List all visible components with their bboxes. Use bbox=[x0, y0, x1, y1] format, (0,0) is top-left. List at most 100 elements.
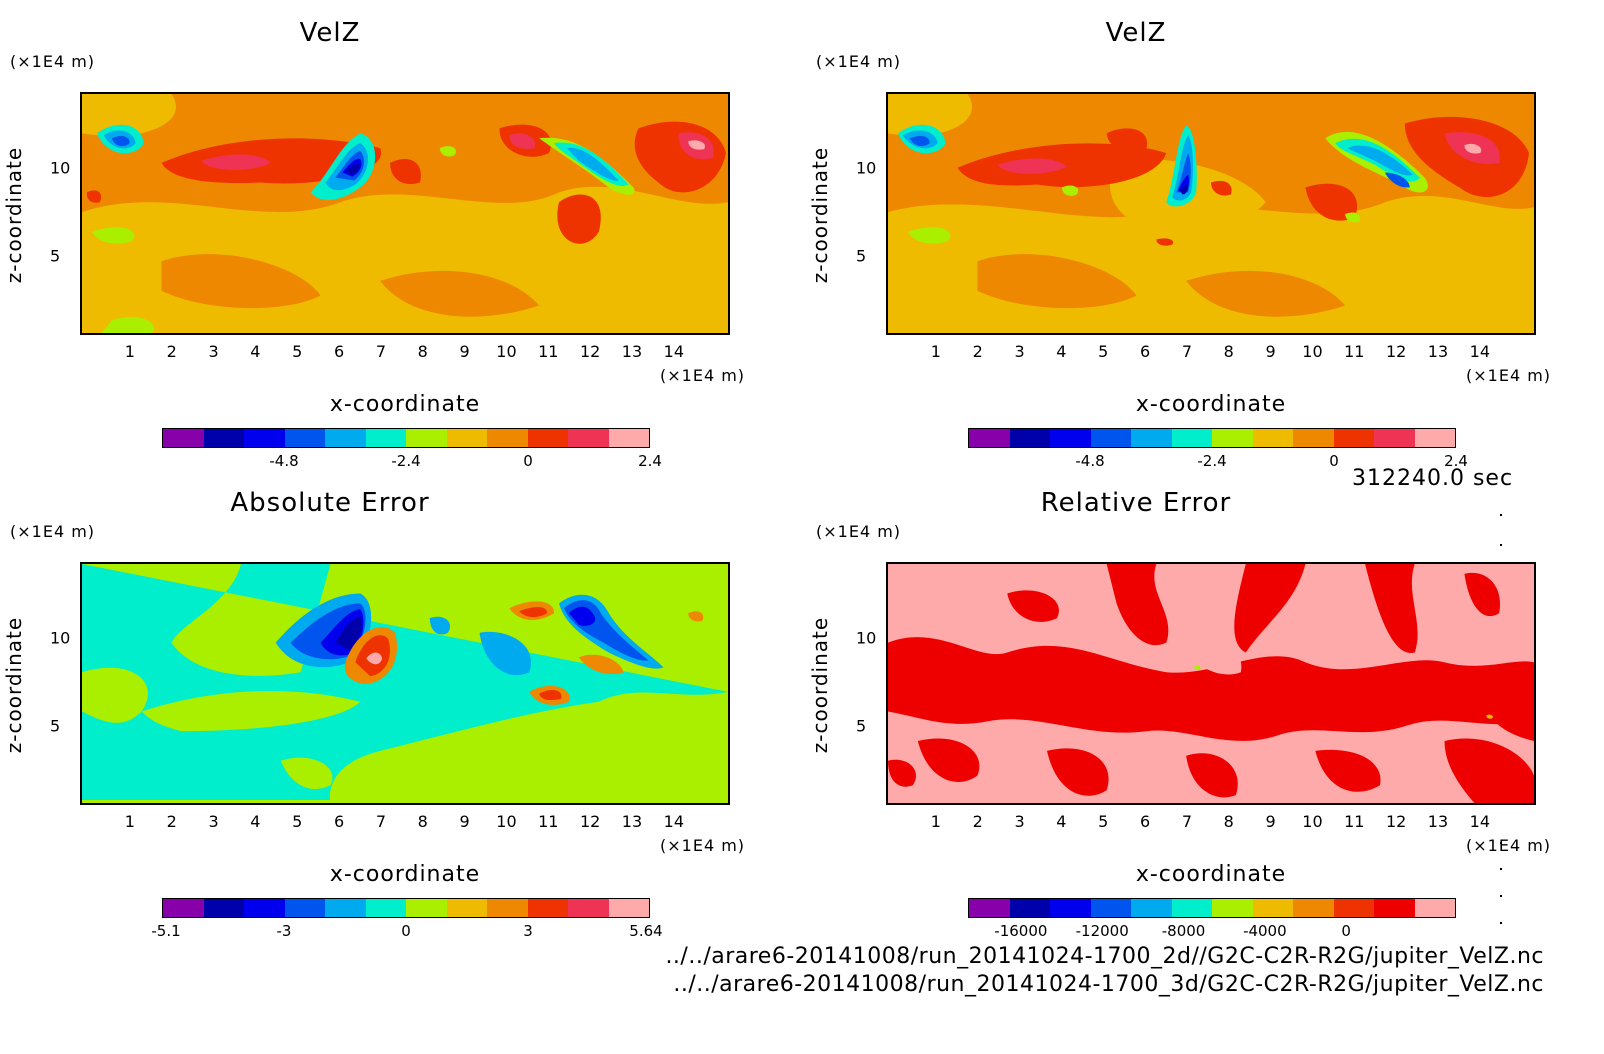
colorbar-bin bbox=[1050, 899, 1091, 917]
contour-region bbox=[688, 140, 706, 150]
contour-region bbox=[509, 133, 536, 149]
x-axis-unit: (×1E4 m) bbox=[1466, 366, 1552, 385]
contour-region bbox=[1486, 714, 1493, 719]
contour-region bbox=[1365, 564, 1418, 653]
colorbar-bin bbox=[487, 429, 528, 447]
y-tick-label: 5 bbox=[50, 716, 61, 736]
contour-region bbox=[335, 617, 362, 651]
contour-region bbox=[1234, 564, 1306, 653]
colorbar-bin bbox=[1050, 429, 1091, 447]
contour-region bbox=[519, 607, 548, 618]
contour-region bbox=[1106, 128, 1148, 152]
colorbar-tick-label: 2.4 bbox=[1444, 452, 1468, 470]
contour-region bbox=[479, 631, 531, 676]
file-path-2d: ../../arare6-20141008/run_20141024-1700_… bbox=[665, 944, 1544, 969]
colorbar-bin bbox=[284, 899, 325, 917]
contour-region bbox=[1194, 665, 1201, 670]
contour-region bbox=[1444, 738, 1534, 803]
contour-region bbox=[1186, 639, 1242, 675]
contour-region bbox=[888, 759, 917, 787]
colorbar-tick-label: -12000 bbox=[1075, 922, 1129, 940]
x-tick-label: 11 bbox=[1344, 812, 1365, 831]
contour-region bbox=[390, 158, 421, 185]
x-tick-label: 13 bbox=[621, 342, 643, 361]
plot-area bbox=[886, 562, 1536, 805]
contour-region bbox=[1464, 143, 1482, 154]
contour-region bbox=[86, 190, 102, 203]
x-tick-label: 11 bbox=[538, 812, 559, 831]
x-tick-label: 4 bbox=[250, 812, 261, 831]
colorbar-bin bbox=[1090, 429, 1131, 447]
contour-region bbox=[888, 637, 1534, 741]
colorbar-bin bbox=[1009, 899, 1050, 917]
margin-dot bbox=[1500, 544, 1502, 546]
colorbar-tick-label: -4000 bbox=[1243, 922, 1287, 940]
contour-region bbox=[380, 270, 540, 317]
x-tick-label: 10 bbox=[496, 342, 517, 361]
contour-region bbox=[161, 254, 321, 309]
contour-region bbox=[888, 94, 972, 136]
contour-region bbox=[539, 690, 562, 701]
chart-panel: Relative Error (×1E4 m) 1 2 3 4 5 6 7 8 9 10 11 12 13 1… bbox=[806, 470, 1586, 940]
colorbar-tick-label: 0 bbox=[523, 452, 533, 470]
x-tick-label: 5 bbox=[292, 812, 303, 831]
x-tick-label: 10 bbox=[1302, 812, 1323, 831]
contour-region bbox=[1345, 212, 1361, 223]
y-axis-unit: (×1E4 m) bbox=[816, 52, 902, 71]
colorbar bbox=[968, 898, 1456, 918]
contour-region bbox=[917, 738, 980, 782]
colorbar-tick-label: -4.8 bbox=[1075, 452, 1105, 470]
x-tick-label: 8 bbox=[417, 342, 428, 361]
contour-region bbox=[1180, 185, 1189, 195]
colorbar-tick-label: -2.4 bbox=[391, 452, 421, 470]
contour-region bbox=[977, 254, 1137, 309]
x-tick-label: 9 bbox=[459, 342, 470, 361]
contour-region bbox=[161, 138, 382, 184]
x-tick-label: 9 bbox=[1265, 342, 1276, 361]
contour-region bbox=[141, 690, 361, 732]
x-tick-label: 1 bbox=[930, 812, 941, 831]
margin-dot bbox=[1500, 868, 1502, 870]
x-tick-label: 3 bbox=[1014, 812, 1025, 831]
colorbar-bin bbox=[406, 429, 447, 447]
colorbar-bin bbox=[608, 899, 649, 917]
colorbar-bin bbox=[1374, 899, 1415, 917]
x-axis-unit: (×1E4 m) bbox=[660, 366, 746, 385]
y-tick-label: 10 bbox=[50, 628, 71, 648]
x-tick-label: 12 bbox=[1385, 342, 1407, 361]
colorbar-bin bbox=[608, 429, 649, 447]
contour-region bbox=[101, 316, 155, 333]
plot-area bbox=[80, 562, 730, 805]
colorbar-bin bbox=[1333, 899, 1374, 917]
x-tick-label: 14 bbox=[663, 342, 684, 361]
contour-region bbox=[111, 135, 130, 147]
contour-region bbox=[346, 164, 360, 175]
colorbar-bin bbox=[1333, 429, 1374, 447]
colorbar-bin bbox=[406, 899, 447, 917]
x-tick-label: 5 bbox=[292, 342, 303, 361]
x-tick-label: 6 bbox=[333, 342, 345, 361]
colorbar-bin bbox=[1171, 429, 1212, 447]
contour-region bbox=[82, 564, 728, 803]
x-tick-label: 2 bbox=[166, 342, 177, 361]
x-axis-label: x-coordinate bbox=[329, 862, 481, 887]
contour-region bbox=[1061, 185, 1079, 196]
chart-panel: VelZ (×1E4 m) 1 2 3 4 5 6 7 8 9 10 11 12 13 14 5 10 (×1E4 … bbox=[0, 0, 780, 470]
x-tick-label: 11 bbox=[538, 342, 559, 361]
x-tick-label: 12 bbox=[579, 342, 601, 361]
x-tick-label: 14 bbox=[1469, 812, 1490, 831]
x-axis-unit: (×1E4 m) bbox=[660, 836, 746, 855]
y-axis-label: z-coordinate bbox=[2, 146, 26, 284]
contour-region bbox=[1305, 183, 1358, 221]
colorbar-tick-label: -2.4 bbox=[1197, 452, 1227, 470]
chart-title: Relative Error bbox=[1040, 488, 1232, 518]
file-path-3d: ../../arare6-20141008/run_20141024-1700_… bbox=[673, 972, 1544, 997]
contour-region bbox=[449, 582, 493, 627]
contour-field bbox=[82, 94, 728, 333]
colorbar-bin bbox=[325, 899, 366, 917]
colorbar-tick-label: 3 bbox=[523, 922, 533, 940]
x-tick-label: 10 bbox=[1302, 342, 1323, 361]
colorbar-bin bbox=[1171, 899, 1212, 917]
contour-region bbox=[91, 227, 135, 244]
x-tick-label: 7 bbox=[375, 342, 386, 361]
